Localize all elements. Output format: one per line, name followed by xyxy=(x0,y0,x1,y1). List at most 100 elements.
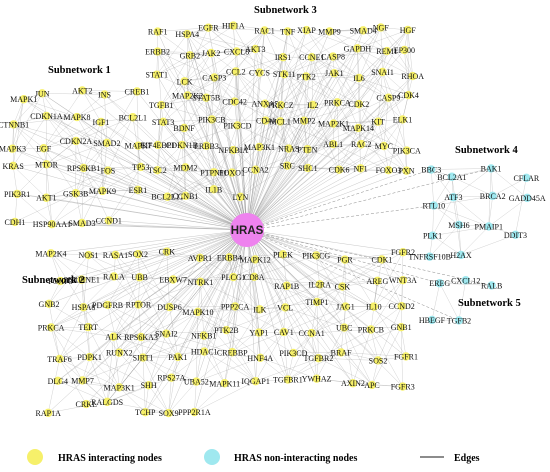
gene-node[interactable]: PRKCB xyxy=(358,325,384,334)
gene-node[interactable]: IL10 xyxy=(366,302,382,312)
gene-node[interactable]: SHC1 xyxy=(298,163,318,173)
gene-node[interactable]: ERBB2 xyxy=(145,47,170,57)
gene-node[interactable]: NF1 xyxy=(353,164,368,173)
gene-node[interactable]: RALB xyxy=(481,281,502,290)
gene-node[interactable]: NFKB1 xyxy=(191,331,216,341)
gene-node[interactable]: DLG4 xyxy=(48,376,68,386)
gene-node[interactable]: NGF xyxy=(373,23,390,32)
gene-node[interactable]: MAPK10 xyxy=(182,307,213,317)
gene-node[interactable]: CDKN1B xyxy=(166,140,198,150)
gene-node[interactable]: CYCS xyxy=(249,68,270,78)
gene-node[interactable]: DDIT3 xyxy=(504,230,527,240)
gene-node[interactable]: MAPK12 xyxy=(240,255,271,264)
gene-node[interactable]: MYC xyxy=(375,141,393,151)
gene-node[interactable]: PTK2B xyxy=(214,325,239,335)
gene-node[interactable]: ERBB4 xyxy=(217,253,242,262)
gene-node[interactable]: CDKN1A xyxy=(30,111,63,121)
gene-node[interactable]: ESR1 xyxy=(129,185,148,195)
gene-node[interactable]: IL6 xyxy=(353,73,365,83)
gene-node[interactable]: XIAP xyxy=(297,25,316,35)
gene-node[interactable]: MDM2 xyxy=(173,163,197,172)
gene-node[interactable]: MAP3K1 xyxy=(244,142,275,152)
gene-node[interactable]: PIK3R1 xyxy=(4,189,30,199)
gene-node[interactable]: ABL1 xyxy=(323,139,343,149)
gene-node[interactable]: SRC xyxy=(280,161,295,171)
gene-node[interactable]: CDK1 xyxy=(371,255,392,264)
gene-node[interactable]: TP53 xyxy=(132,162,149,172)
gene-node[interactable]: YAP1 xyxy=(249,328,269,338)
gene-node[interactable]: AKT1 xyxy=(36,193,57,203)
gene-node[interactable]: HGF xyxy=(400,25,417,35)
gene-node[interactable]: HDAC1 xyxy=(191,347,218,357)
gene-node[interactable]: YWHAZ xyxy=(302,374,332,384)
gene-node[interactable]: RALA xyxy=(103,272,125,281)
gene-node[interactable]: PXN xyxy=(399,166,415,176)
gene-node[interactable]: BAK1 xyxy=(481,164,502,173)
gene-node[interactable]: CD8A xyxy=(244,272,265,282)
gene-node[interactable]: TGFB1 xyxy=(149,100,173,110)
gene-node[interactable]: BCL2A1 xyxy=(437,172,467,182)
gene-node[interactable]: MSH6 xyxy=(448,220,470,230)
gene-node[interactable]: EGFR xyxy=(198,23,219,33)
gene-node[interactable]: PRKCZ xyxy=(268,100,294,110)
gene-node[interactable]: HBEGF xyxy=(419,315,446,325)
gene-node[interactable]: MMP9 xyxy=(318,27,341,36)
gene-node[interactable]: CDH1 xyxy=(4,217,25,227)
gene-node[interactable]: HIF1A xyxy=(222,21,245,31)
gene-node[interactable]: CCNA2 xyxy=(242,165,269,175)
gene-node[interactable]: CASP8 xyxy=(321,52,345,62)
gene-node[interactable]: STAT5B xyxy=(192,93,220,103)
gene-node[interactable]: TGFBR1 xyxy=(273,375,303,385)
gene-node[interactable]: CAV1 xyxy=(274,327,294,337)
gene-node[interactable]: PRKCA xyxy=(38,323,65,332)
gene-node[interactable]: JUN xyxy=(35,89,50,98)
gene-node[interactable]: ANXA5 xyxy=(251,99,279,109)
gene-node[interactable]: SMAD3 xyxy=(68,218,96,228)
gene-node[interactable]: RASA1 xyxy=(103,250,128,260)
gene-node[interactable]: PPP2R1A xyxy=(178,407,211,417)
gene-node[interactable]: UBC xyxy=(336,323,352,333)
gene-node[interactable]: PIK3CG xyxy=(302,251,330,260)
gene-node[interactable]: SMAD2 xyxy=(93,138,120,148)
gene-node[interactable]: ERBB3 xyxy=(194,141,219,151)
gene-node[interactable]: HSPA8 xyxy=(72,302,96,312)
gene-node[interactable]: BDNF xyxy=(173,123,195,133)
gene-node[interactable]: CTNNB1 xyxy=(0,120,29,129)
gene-node[interactable]: SHH xyxy=(141,381,157,390)
gene-node[interactable]: REM1 xyxy=(376,46,398,56)
gene-node[interactable]: FOXP3 xyxy=(48,276,73,286)
gene-node[interactable]: CDC42 xyxy=(222,97,247,107)
gene-node[interactable]: CDKN2A xyxy=(60,136,93,146)
gene-node[interactable]: MCL1 xyxy=(270,117,291,126)
gene-node[interactable]: CXCL12 xyxy=(451,276,480,285)
gene-node[interactable]: IGF1 xyxy=(93,117,110,127)
gene-node[interactable]: GADD45A xyxy=(509,193,546,203)
gene-node[interactable]: RPS6KA3 xyxy=(124,332,158,342)
gene-node[interactable]: MAPK11 xyxy=(209,379,240,388)
gene-node[interactable]: RTL10 xyxy=(422,201,445,211)
gene-node[interactable]: CCNA1 xyxy=(299,328,325,338)
gene-node[interactable]: PLEK xyxy=(273,250,293,259)
gene-node[interactable]: APC xyxy=(364,380,380,390)
gene-node[interactable]: ALK xyxy=(105,332,122,342)
gene-node[interactable]: WNT3A xyxy=(389,276,417,285)
gene-node[interactable]: PTPN11 xyxy=(200,168,228,177)
gene-node[interactable]: H2AX xyxy=(450,250,472,260)
gene-node[interactable]: PDPK1 xyxy=(77,352,102,362)
gene-node[interactable]: NTRK1 xyxy=(188,277,214,287)
gene-node[interactable]: IL2RA xyxy=(308,280,331,289)
gene-node[interactable]: RAC1 xyxy=(254,26,275,35)
gene-node[interactable]: EGF xyxy=(36,144,52,153)
gene-node[interactable]: PIK3CD xyxy=(223,121,252,130)
gene-node[interactable]: FOXO3 xyxy=(376,165,402,175)
gene-node[interactable]: MAP3K1 xyxy=(104,383,135,392)
gene-node[interactable]: GSK3B xyxy=(63,189,88,198)
gene-node[interactable]: TGFBR2 xyxy=(304,353,334,363)
gene-node[interactable]: EIF4EBP1 xyxy=(140,140,175,150)
gene-node[interactable]: PRKCA xyxy=(324,98,351,107)
gene-node[interactable]: STAT3 xyxy=(152,117,174,127)
gene-node[interactable]: CD44 xyxy=(256,116,275,126)
gene-node[interactable]: EBXW7 xyxy=(159,275,187,285)
gene-node[interactable]: PPP2CA xyxy=(221,302,250,311)
gene-node[interactable]: MAPK14 xyxy=(343,123,374,133)
